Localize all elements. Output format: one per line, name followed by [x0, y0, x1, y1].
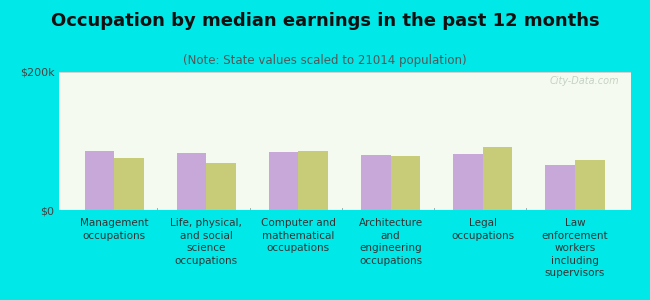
Bar [483, 146, 512, 210]
Bar [269, 152, 298, 210]
Bar [177, 153, 206, 210]
Bar [206, 163, 236, 210]
Text: (Note: State values scaled to 21014 population): (Note: State values scaled to 21014 popu… [183, 54, 467, 67]
Bar [575, 160, 604, 210]
Bar [298, 151, 328, 210]
Bar [391, 156, 420, 210]
Bar [545, 165, 575, 210]
Bar [361, 155, 391, 210]
Bar [84, 151, 114, 210]
Bar [114, 158, 144, 210]
Text: Occupation by median earnings in the past 12 months: Occupation by median earnings in the pas… [51, 12, 599, 30]
Text: City-Data.com: City-Data.com [549, 76, 619, 86]
Bar [453, 154, 483, 210]
